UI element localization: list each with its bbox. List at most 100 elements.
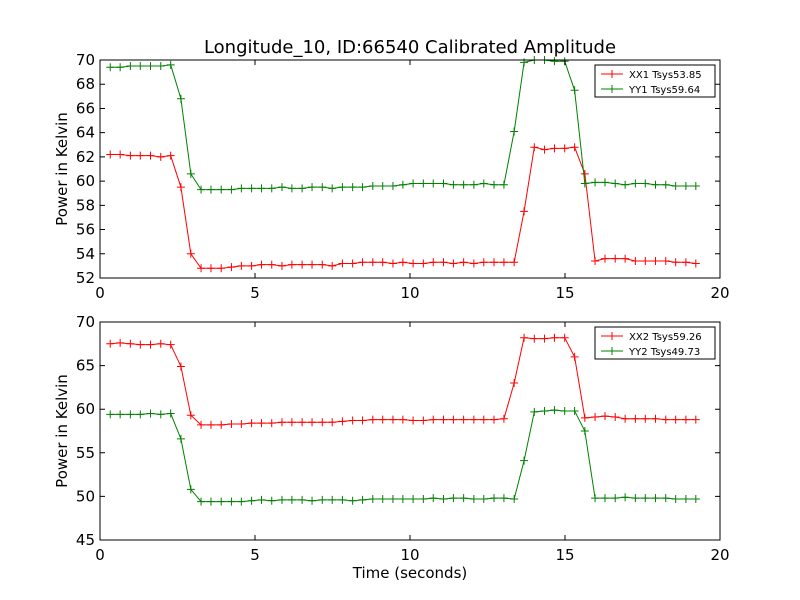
data-point xyxy=(267,419,276,428)
data-point xyxy=(348,259,357,268)
data-point xyxy=(490,494,499,503)
x-tick-label: 10 xyxy=(400,284,419,302)
data-point xyxy=(459,494,468,503)
data-point xyxy=(469,180,478,189)
data-point xyxy=(328,495,337,504)
data-point xyxy=(257,260,266,269)
x-axis-label: Time (seconds) xyxy=(352,564,468,582)
data-point xyxy=(267,184,276,193)
data-point xyxy=(621,180,630,189)
data-point xyxy=(530,407,539,416)
data-point xyxy=(328,261,337,270)
y-axis-label: Power in Kelvin xyxy=(53,112,71,226)
data-point xyxy=(116,410,125,419)
data-point xyxy=(490,258,499,267)
data-point xyxy=(631,414,640,423)
data-point xyxy=(651,257,660,266)
data-point xyxy=(186,249,195,258)
y-tick-label: 58 xyxy=(76,196,95,214)
data-point xyxy=(156,152,165,161)
data-point xyxy=(298,184,307,193)
y-tick-label: 60 xyxy=(76,172,95,190)
data-point xyxy=(358,495,367,504)
data-point xyxy=(197,497,206,506)
data-point xyxy=(409,416,418,425)
data-point xyxy=(591,494,600,503)
data-point xyxy=(429,415,438,424)
data-point xyxy=(611,413,620,422)
data-point xyxy=(146,151,155,160)
data-point xyxy=(368,181,377,190)
y-tick-label: 54 xyxy=(76,245,95,263)
data-point xyxy=(308,496,317,505)
data-point xyxy=(449,259,458,268)
data-point xyxy=(691,181,700,190)
legend-marker xyxy=(608,70,616,78)
data-point xyxy=(197,264,206,273)
data-point xyxy=(368,495,377,504)
data-point xyxy=(298,495,307,504)
data-point xyxy=(136,410,145,419)
data-point xyxy=(338,495,347,504)
data-point xyxy=(348,183,357,192)
data-point xyxy=(398,180,407,189)
data-point xyxy=(388,415,397,424)
data-point xyxy=(136,62,145,71)
data-point xyxy=(490,180,499,189)
data-point xyxy=(166,60,175,69)
data-point xyxy=(499,494,508,503)
x-tick-label: 20 xyxy=(710,284,729,302)
data-point xyxy=(459,415,468,424)
data-point xyxy=(338,417,347,426)
data-point xyxy=(358,416,367,425)
data-point xyxy=(378,258,387,267)
data-point xyxy=(206,420,215,429)
legend-marker xyxy=(608,347,616,355)
data-point xyxy=(378,415,387,424)
legend-label: YY2 Tsys49.73 xyxy=(628,347,700,358)
data-point xyxy=(570,86,579,95)
y-tick-label: 52 xyxy=(76,269,95,287)
data-point xyxy=(277,183,286,192)
data-point xyxy=(459,258,468,267)
data-point xyxy=(540,334,549,343)
data-point xyxy=(671,258,680,267)
data-point xyxy=(378,495,387,504)
data-point xyxy=(328,418,337,427)
data-point xyxy=(378,181,387,190)
data-point xyxy=(671,415,680,424)
data-point xyxy=(651,494,660,503)
data-point xyxy=(671,495,680,504)
data-point xyxy=(166,409,175,418)
data-point xyxy=(287,260,296,269)
data-point xyxy=(499,180,508,189)
data-point xyxy=(146,62,155,71)
data-point xyxy=(398,415,407,424)
data-point xyxy=(540,406,549,415)
data-point xyxy=(550,144,559,153)
data-point xyxy=(681,258,690,267)
data-point xyxy=(580,179,589,188)
figure-title: Longitude_10, ID:66540 Calibrated Amplit… xyxy=(204,37,616,58)
data-point xyxy=(621,414,630,423)
legend-marker xyxy=(608,332,616,340)
data-point xyxy=(499,258,508,267)
bottom-plot: 0 5 10 15 20 45 50 55 60 65 70 Power in Kelvin XX2 T… xyxy=(53,313,730,564)
data-point xyxy=(146,409,155,418)
data-point xyxy=(691,415,700,424)
data-point xyxy=(661,494,670,503)
data-point xyxy=(308,183,317,192)
data-point xyxy=(671,181,680,190)
data-point xyxy=(197,420,206,429)
top-plot: 0 5 10 15 20 52 54 56 58 60 62 64 66 68 70 Power in Kel… xyxy=(53,51,730,302)
data-point xyxy=(469,415,478,424)
data-point xyxy=(318,495,327,504)
data-point xyxy=(388,495,397,504)
data-point xyxy=(318,183,327,192)
data-point xyxy=(217,185,226,194)
data-point xyxy=(247,419,256,428)
data-point xyxy=(126,410,135,419)
data-point xyxy=(217,420,226,429)
data-point xyxy=(257,419,266,428)
